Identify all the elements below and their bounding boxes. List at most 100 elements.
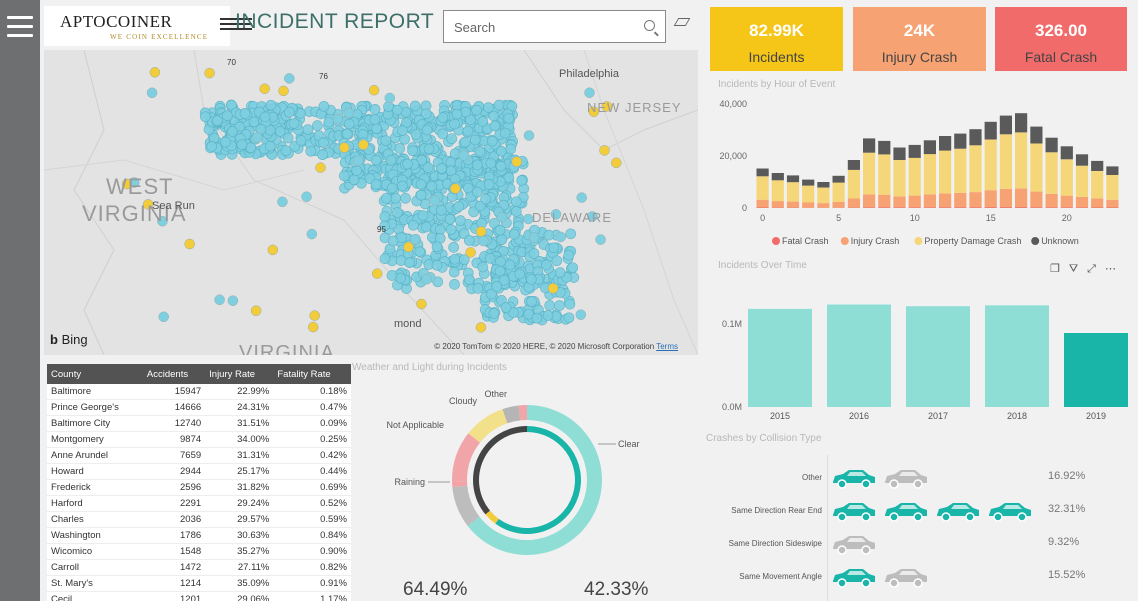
column-header[interactable]: Injury Rate bbox=[205, 364, 274, 384]
kpi-fatal-crash[interactable]: 326.00 Fatal Crash bbox=[995, 7, 1127, 71]
visual-header-icons[interactable]: ❐⛛⤢⋯ bbox=[1050, 262, 1125, 276]
year-chart[interactable]: 0.1M 0.0M 2015 2016 2017 2018 2019 bbox=[712, 280, 1132, 425]
county-table[interactable]: County Accidents Injury Rate Fatality Rate … bbox=[47, 364, 351, 601]
collision-row[interactable]: Same Movement Angle 15.52% bbox=[705, 562, 1130, 592]
collision-row[interactable]: Same Direction Rear End 32.31% bbox=[705, 496, 1130, 526]
bar-segment bbox=[1091, 171, 1104, 199]
y-tick-label: 40,000 bbox=[719, 99, 747, 109]
incident-dot bbox=[431, 241, 443, 253]
incident-map[interactable]: Philadelphia NEW JERSEY WEST VIRGINIA Se… bbox=[44, 50, 698, 355]
search-icon[interactable] bbox=[644, 20, 655, 31]
table-row[interactable]: Carroll 1472 27.11% 0.82% bbox=[47, 559, 351, 576]
more-icon[interactable]: ⋯ bbox=[1104, 263, 1125, 275]
copy-icon[interactable]: ❐ bbox=[1050, 263, 1069, 275]
legend-marker bbox=[1031, 237, 1040, 245]
bar-segment bbox=[954, 207, 967, 208]
table-row[interactable]: Howard 2944 25.17% 0.44% bbox=[47, 463, 351, 480]
map-canvas[interactable] bbox=[44, 50, 698, 355]
donut-label-raining: Raining bbox=[394, 477, 425, 487]
donut-slice bbox=[502, 405, 521, 424]
incident-dot bbox=[542, 310, 554, 321]
table-cell: 2596 bbox=[142, 479, 206, 496]
incident-dot bbox=[511, 196, 522, 208]
collision-row[interactable]: Other 16.92% bbox=[705, 463, 1130, 493]
incident-dot bbox=[544, 300, 556, 311]
car-icon bbox=[829, 501, 877, 523]
table-row[interactable]: Montgomery 9874 34.00% 0.25% bbox=[47, 431, 351, 448]
incident-dot bbox=[465, 247, 476, 258]
table-cell: 25.17% bbox=[205, 463, 274, 480]
incident-dot bbox=[480, 193, 491, 205]
column-header[interactable]: County bbox=[47, 364, 143, 384]
column-header[interactable]: Accidents bbox=[142, 364, 206, 384]
kpi-injury-crash[interactable]: 24K Injury Crash bbox=[853, 7, 986, 71]
incident-dot bbox=[547, 283, 559, 294]
kpi-incidents[interactable]: 82.99K Incidents bbox=[710, 7, 843, 71]
terms-link[interactable]: Terms bbox=[656, 342, 678, 351]
incident-dot bbox=[486, 288, 497, 300]
incident-dot bbox=[485, 157, 497, 169]
table-row[interactable]: Prince George's 14666 24.31% 0.47% bbox=[47, 399, 351, 416]
car-icon bbox=[881, 468, 929, 490]
hour-chart[interactable]: 40,000 20,000 0 0 5 10 15 20 Fatal Crash Injury C… bbox=[712, 94, 1132, 254]
map-label-new-jersey: NEW JERSEY bbox=[587, 100, 682, 115]
incident-dot bbox=[455, 215, 466, 226]
table-cell: 30.63% bbox=[205, 527, 274, 544]
donut-slice bbox=[452, 485, 480, 526]
incident-dot bbox=[251, 132, 263, 143]
search-input[interactable]: Search bbox=[443, 10, 666, 43]
bar-segment bbox=[999, 134, 1012, 189]
map-attribution: © 2020 TomTom © 2020 HERE, © 2020 Micros… bbox=[434, 342, 678, 351]
legend-label: Fatal Crash bbox=[782, 236, 829, 246]
table-row[interactable]: Washington 1786 30.63% 0.84% bbox=[47, 527, 351, 544]
collision-chart[interactable]: Other 16.92% Same Direction Rear End 32.31%… bbox=[705, 455, 1130, 601]
bar-segment bbox=[908, 144, 921, 158]
incident-dot bbox=[526, 296, 537, 307]
table-row[interactable]: St. Mary's 1214 35.09% 0.91% bbox=[47, 575, 351, 592]
menu-icon[interactable] bbox=[7, 16, 33, 38]
incident-dot bbox=[500, 302, 512, 313]
kpi-label: Incidents bbox=[748, 49, 805, 65]
table-row[interactable]: Charles 2036 29.57% 0.59% bbox=[47, 511, 351, 528]
table-row[interactable]: Harford 2291 29.24% 0.52% bbox=[47, 495, 351, 512]
year-bar bbox=[985, 305, 1049, 407]
donut-slice bbox=[452, 481, 468, 488]
incident-dot bbox=[429, 195, 441, 206]
donut-slice bbox=[452, 433, 481, 482]
table-cell: 14666 bbox=[142, 399, 206, 416]
incident-dot bbox=[499, 127, 511, 139]
incident-dot bbox=[222, 110, 233, 122]
filter-icon[interactable]: ⛛ bbox=[1068, 263, 1088, 275]
bar-segment bbox=[878, 154, 891, 195]
bar-segment bbox=[878, 140, 891, 155]
focus-icon[interactable]: ⤢ bbox=[1087, 263, 1105, 275]
table-row[interactable]: Wicomico 1548 35.27% 0.90% bbox=[47, 543, 351, 560]
incident-dot bbox=[403, 241, 414, 253]
incident-dot bbox=[469, 134, 481, 146]
incident-dot bbox=[463, 235, 475, 246]
table-row[interactable]: Cecil 1201 29.06% 1.17% bbox=[47, 591, 351, 601]
incident-dot bbox=[369, 104, 381, 115]
table-row[interactable]: Frederick 2596 31.82% 0.69% bbox=[47, 479, 351, 496]
year-bar bbox=[1064, 333, 1128, 407]
table-cell: 35.09% bbox=[205, 575, 274, 592]
kpi-value: 24K bbox=[903, 21, 936, 40]
incident-dot bbox=[306, 228, 318, 240]
table-row[interactable]: Baltimore 15947 22.99% 0.18% bbox=[47, 384, 351, 400]
x-tick-label: 2017 bbox=[928, 411, 948, 421]
road bbox=[44, 159, 305, 191]
collision-pct: 9.32% bbox=[1048, 536, 1080, 548]
incident-dot bbox=[458, 254, 470, 266]
table-cell: 15947 bbox=[142, 384, 206, 400]
weather-donut-chart[interactable]: Clear Raining Not Applicable Cloudy Other bbox=[380, 378, 705, 601]
incident-dot bbox=[341, 128, 353, 140]
bar-segment bbox=[1091, 198, 1104, 208]
column-header[interactable]: Fatality Rate bbox=[273, 364, 351, 384]
x-tick-label: 2016 bbox=[849, 411, 869, 421]
collision-row[interactable]: Same Direction Sideswipe 9.32% bbox=[705, 529, 1130, 559]
incident-dot bbox=[420, 221, 432, 233]
table-row[interactable]: Baltimore City 12740 31.51% 0.09% bbox=[47, 415, 351, 432]
table-row[interactable]: Anne Arundel 7659 31.31% 0.42% bbox=[47, 447, 351, 464]
collision-label: Same Direction Rear End bbox=[731, 506, 822, 515]
incident-dot bbox=[504, 259, 516, 271]
